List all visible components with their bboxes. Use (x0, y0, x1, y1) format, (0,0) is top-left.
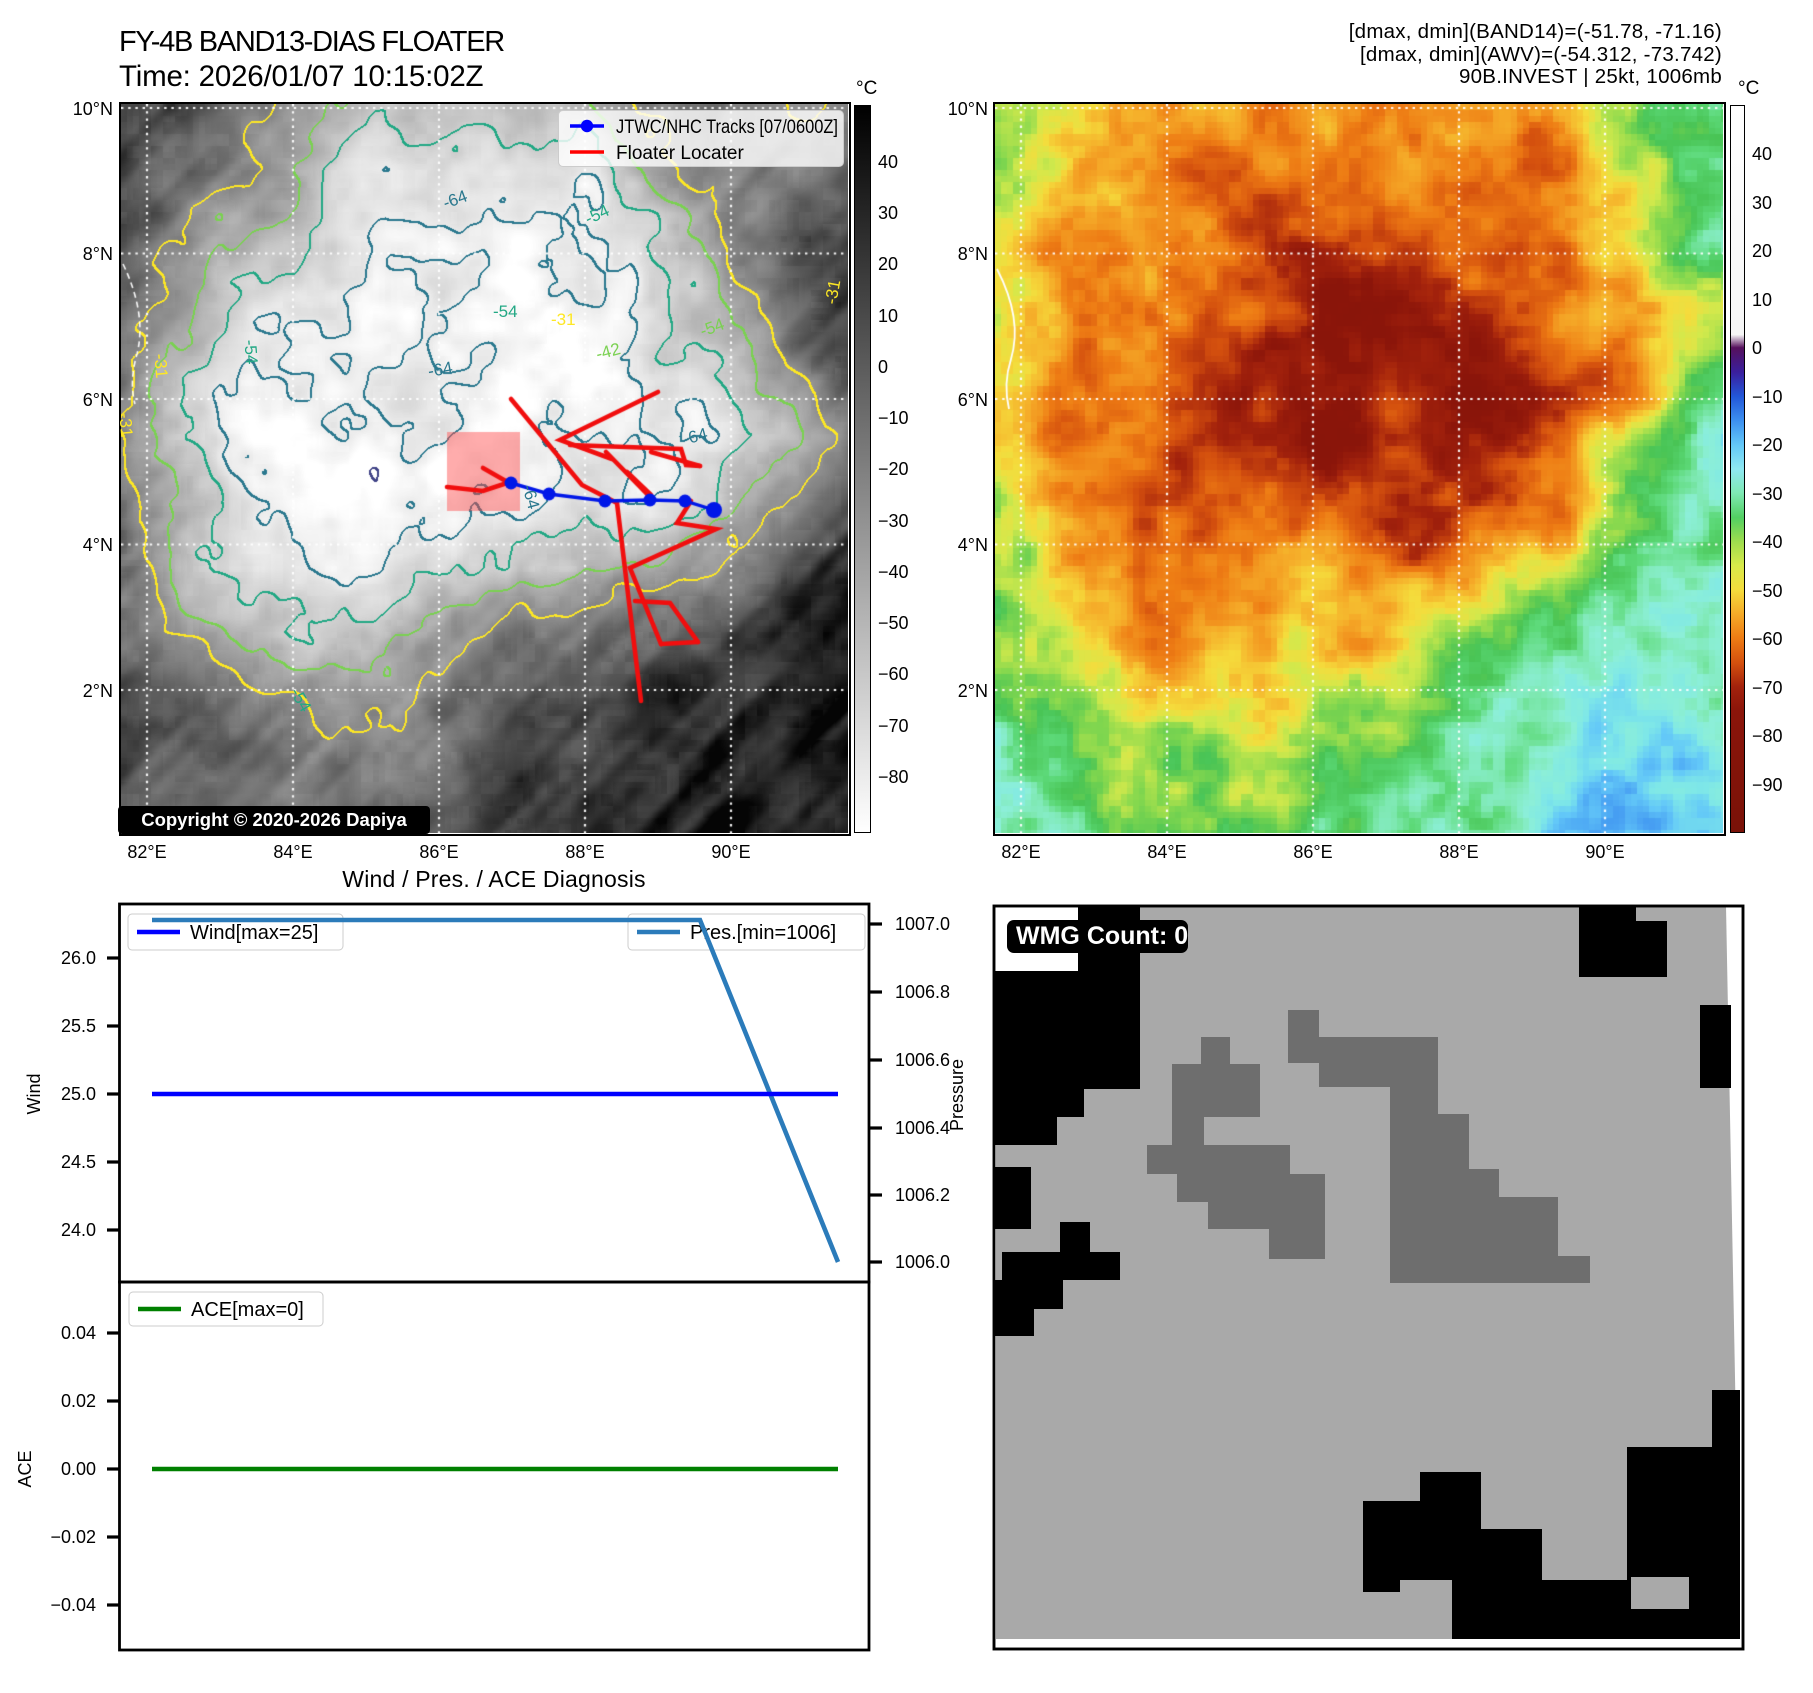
svg-text:ACE[max=0]: ACE[max=0] (191, 1299, 304, 1321)
svg-text:WMG Count: 0: WMG Count: 0 (1016, 922, 1188, 950)
svg-text:1006.2: 1006.2 (895, 1185, 950, 1205)
svg-text:ACE: ACE (15, 1450, 35, 1487)
svg-text:Pres.[min=1006]: Pres.[min=1006] (690, 922, 836, 944)
svg-text:Wind: Wind (24, 1073, 44, 1114)
svg-text:Wind[max=25]: Wind[max=25] (190, 922, 318, 944)
svg-text:Pressure: Pressure (947, 1059, 967, 1131)
svg-text:0.00: 0.00 (61, 1459, 96, 1479)
svg-text:24.0: 24.0 (61, 1220, 96, 1240)
svg-text:26.0: 26.0 (61, 948, 96, 968)
svg-text:1006.8: 1006.8 (895, 982, 950, 1002)
svg-text:−0.02: −0.02 (50, 1527, 96, 1547)
svg-text:0.02: 0.02 (61, 1391, 96, 1411)
svg-text:−0.04: −0.04 (50, 1595, 96, 1615)
svg-text:1007.0: 1007.0 (895, 914, 950, 934)
svg-text:25.0: 25.0 (61, 1084, 96, 1104)
svg-text:0.04: 0.04 (61, 1323, 96, 1343)
svg-text:1006.6: 1006.6 (895, 1050, 950, 1070)
svg-text:JTWC/NHC Tracks [07/0600Z]: JTWC/NHC Tracks [07/0600Z] (616, 117, 838, 138)
svg-text:1006.4: 1006.4 (895, 1118, 950, 1138)
svg-text:25.5: 25.5 (61, 1016, 96, 1036)
svg-text:24.5: 24.5 (61, 1152, 96, 1172)
svg-text:Floater Locater: Floater Locater (616, 143, 744, 164)
svg-text:1006.0: 1006.0 (895, 1252, 950, 1272)
